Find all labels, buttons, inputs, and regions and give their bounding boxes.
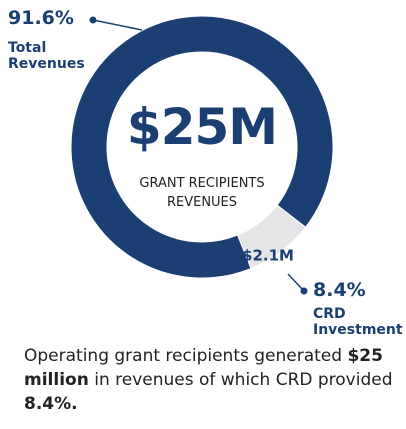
caption-bold: 8.4%. [24, 394, 78, 414]
segments [70, 15, 334, 279]
caption-text: in revenues of which CRD provided [88, 370, 393, 390]
caption-bold: $25 million [24, 346, 383, 390]
center-label: GRANT RECIPIENTS REVENUES [139, 176, 265, 210]
center-value: $25M [126, 98, 278, 156]
value-label: 8.4% [313, 279, 366, 301]
category-label: CRD Investment [313, 306, 403, 338]
caption-text: Operating grant recipients generated [24, 346, 348, 366]
segment-label: $2.1M [242, 247, 294, 265]
donut-segment [70, 15, 334, 279]
leader-line [287, 273, 305, 292]
leader-line [92, 19, 143, 31]
caption: Operating grant recipients generated $25… [24, 344, 394, 416]
category-label: Total Revenues [8, 40, 85, 72]
leader-dot [89, 16, 97, 24]
value-label: 91.6% [8, 7, 74, 29]
donut-segment [236, 204, 307, 270]
leader-dot [300, 287, 308, 295]
